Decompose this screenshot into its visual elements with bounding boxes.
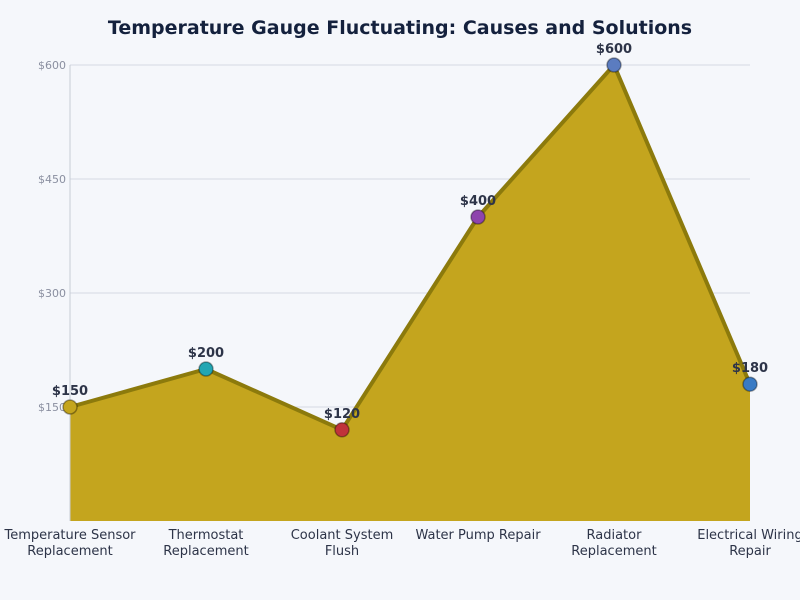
- y-tick-label: $600: [38, 59, 66, 72]
- series-line: [69, 63, 752, 432]
- data-label: $200: [188, 346, 224, 361]
- y-tick-label: $150: [38, 401, 66, 414]
- data-label: $150: [52, 384, 88, 399]
- data-label: $400: [460, 194, 496, 209]
- x-tick-line: Radiator: [587, 528, 643, 543]
- x-tick-label: Water Pump Repair: [415, 528, 541, 543]
- y-axis: $150 $300 $450 $600: [38, 59, 71, 521]
- data-point: [742, 376, 758, 392]
- y-tick-label: $450: [38, 173, 66, 186]
- data-point: [198, 361, 214, 377]
- data-label: $120: [324, 407, 360, 422]
- data-point: [334, 422, 350, 438]
- x-tick-line: Replacement: [163, 544, 248, 559]
- x-tick-line: Replacement: [571, 544, 656, 559]
- x-tick-line: Flush: [325, 544, 359, 559]
- data-point: [62, 399, 78, 415]
- x-tick-label: Coolant System Flush: [291, 528, 394, 559]
- x-tick-label: Thermostat Replacement: [163, 528, 248, 559]
- data-point: [470, 209, 486, 225]
- x-tick-line: Temperature Sensor: [3, 528, 136, 543]
- data-point: [606, 57, 622, 73]
- x-tick-line: Electrical Wiring: [697, 528, 800, 543]
- chart-title: Temperature Gauge Fluctuating: Causes an…: [108, 17, 692, 39]
- x-tick-label: Electrical Wiring Repair: [697, 528, 800, 559]
- x-tick-line: Water Pump Repair: [415, 528, 541, 543]
- data-label: $600: [596, 42, 632, 57]
- data-points: $150 $200 $120 $400 $600 $180: [52, 42, 768, 438]
- x-tick-label: Temperature Sensor Replacement: [3, 528, 136, 559]
- x-tick-label: Radiator Replacement: [571, 528, 656, 559]
- x-tick-line: Coolant System: [291, 528, 394, 543]
- data-label: $180: [732, 361, 768, 376]
- area-series: [69, 63, 752, 521]
- area-fill: [70, 65, 750, 521]
- x-tick-line: Replacement: [27, 544, 112, 559]
- x-tick-line: Repair: [729, 544, 771, 559]
- y-tick-label: $300: [38, 287, 66, 300]
- x-tick-line: Thermostat: [168, 528, 244, 543]
